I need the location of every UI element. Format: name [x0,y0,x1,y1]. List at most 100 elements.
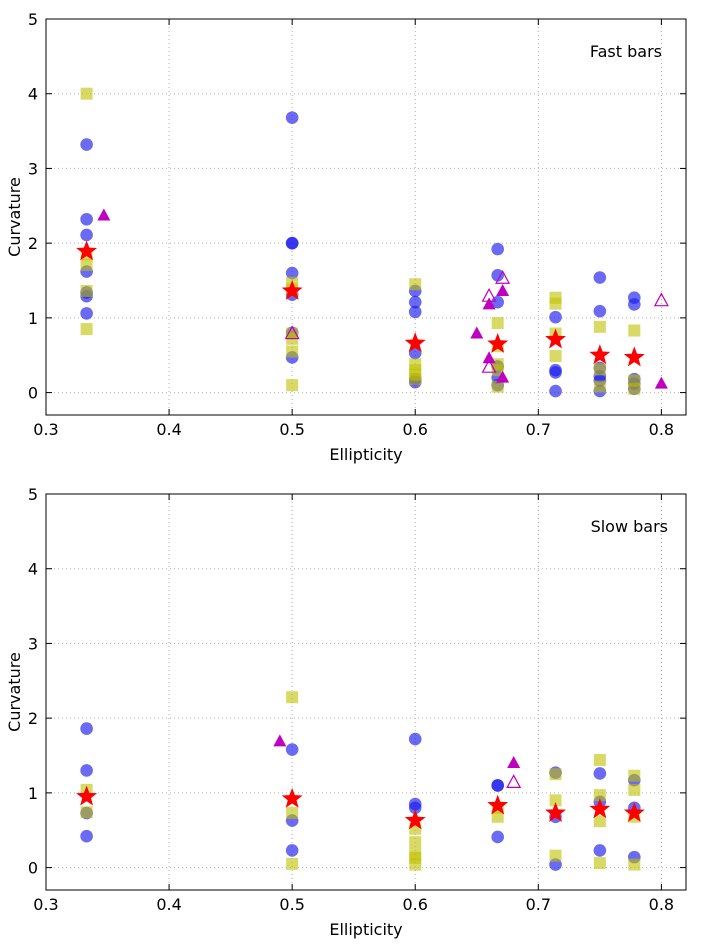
y-tick-label: 2 [28,709,38,728]
scatter-chart-slow-bars: 0.3 0.4 0.5 0.6 0.7 0.8 0 1 2 3 4 5 Slow bars Ellip… [5,485,687,939]
red-star-point [623,346,645,367]
x-tick-label: 0.6 [403,420,428,439]
x-tick-label: 0.5 [279,895,304,914]
yellow-square-point [593,857,606,870]
yellow-square-point [409,373,422,386]
magenta-triangle-point [654,376,668,389]
y-tick-label: 3 [28,159,38,178]
y-tick-label: 4 [28,85,38,104]
yellow-square-point [593,380,606,393]
red-star-point [281,279,303,300]
plot-frame [45,18,687,416]
yellow-square-point [491,317,504,330]
y-tick-label: 0 [28,384,38,403]
magenta-triangle-point [482,297,496,310]
yellow-square-point [593,320,606,333]
magenta-open-triangle-point [653,292,669,307]
y-tick-label: 5 [28,485,38,504]
yellow-square-point [549,849,562,862]
red-star-point [589,798,611,819]
y-tick-label: 1 [28,784,38,803]
yellow-square-point [286,345,299,358]
plot-frame [45,493,687,891]
yellow-square-point [80,806,93,819]
blue-circle-point [80,228,93,242]
blue-circle-point [80,307,93,320]
x-tick-label: 0.6 [403,895,428,914]
yellow-square-point [549,297,562,310]
magenta-open-triangle-point [506,774,522,789]
red-star-point [487,794,509,815]
blue-circle-point [408,801,422,815]
magenta-triangle-point [507,755,521,768]
blue-circle-point [80,722,93,735]
yellow-square-point [593,363,606,376]
blue-circle-point [285,743,299,756]
yellow-square-point [80,258,93,271]
yellow-square-point [549,349,562,362]
yellow-square-point [549,768,562,781]
y-tick-label: 3 [28,634,38,653]
x-tick-label: 0.5 [279,420,304,439]
yellow-square-point [491,364,504,377]
yellow-square-point [286,807,299,820]
yellow-square-point [80,87,93,100]
x-tick-label: 0.7 [526,420,551,439]
blue-circle-point [408,295,422,309]
blue-circle-point [80,764,93,777]
red-star-point [623,802,645,822]
red-star-point [404,809,426,830]
yellow-square-point [286,691,299,704]
yellow-square-point [628,382,641,395]
yellow-square-point [286,857,299,870]
yellow-square-point [409,836,422,849]
x-tick-label: 0.7 [526,895,551,914]
blue-circle-point [80,829,93,843]
yellow-square-point [409,858,422,871]
x-tick-label: 0.3 [33,420,58,439]
blue-circle-point [491,242,504,256]
yellow-square-point [80,323,93,336]
blue-circle-point [408,732,422,746]
yellow-square-point [491,380,504,393]
x-axis-label: Ellipticity [329,920,402,939]
x-tick-label: 0.4 [156,420,181,439]
magenta-triangle-point [273,734,287,747]
y-axis-label: Curvature [5,652,24,732]
blue-circle-point [408,305,422,319]
blue-circle-point [549,310,562,324]
y-tick-label: 0 [28,859,38,878]
yellow-square-point [80,284,93,297]
blue-circle-point [285,844,299,857]
blue-circle-point [491,268,504,282]
yellow-square-point [628,769,641,782]
blue-circle-point [593,304,607,318]
blue-circle-point [628,298,641,311]
y-tick-label: 1 [28,309,38,328]
yellow-square-point [593,789,606,802]
red-star-point [589,344,611,365]
blue-circle-point [285,236,299,250]
y-tick-label: 2 [28,234,38,253]
blue-circle-point [491,779,504,792]
magenta-open-triangle-point [481,358,497,373]
blue-circle-point [491,830,504,844]
red-star-point [281,787,303,808]
x-tick-label: 0.3 [33,895,58,914]
x-tick-label: 0.8 [649,895,674,914]
y-tick-label: 4 [28,560,38,579]
yellow-square-point [286,379,299,392]
blue-circle-point [80,138,93,151]
yellow-square-point [549,794,562,807]
yellow-square-point [628,783,641,796]
magenta-open-triangle-point [481,287,497,302]
yellow-square-point [491,810,504,823]
red-star-point [76,785,98,806]
magenta-open-triangle-point [495,270,511,284]
red-star-point [487,333,509,353]
yellow-square-point [593,815,606,828]
y-tick-label: 5 [28,10,38,29]
magenta-triangle-point [496,370,510,383]
red-star-point [404,332,426,353]
x-axis-label: Ellipticity [329,445,402,464]
